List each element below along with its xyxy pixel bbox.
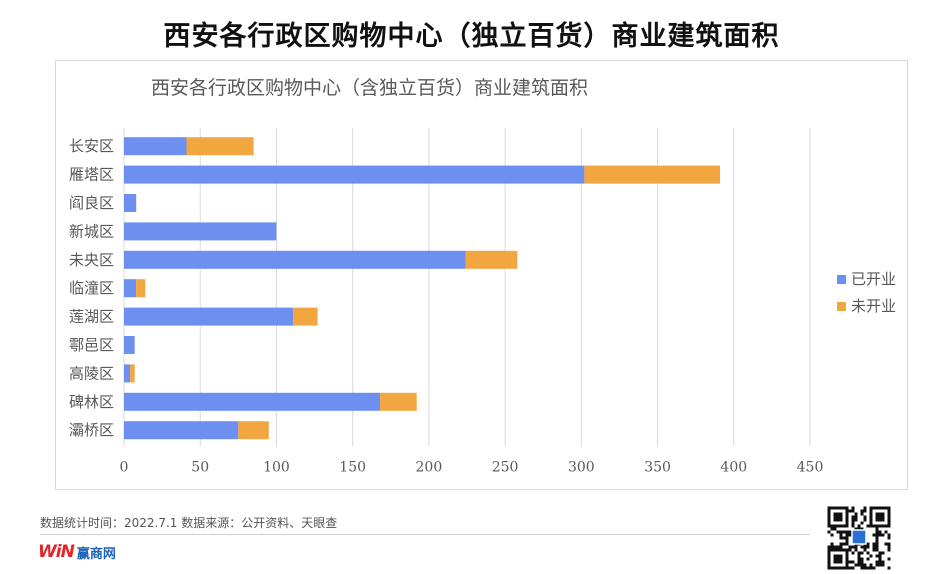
legend-label: 未开业 (851, 297, 896, 315)
bar-segment-opened (124, 137, 187, 156)
bar-segment-opened (124, 307, 294, 326)
bar-segment-opened (124, 279, 137, 298)
logo-text: 赢商网 (76, 546, 116, 562)
bar-segment-unopened (136, 279, 146, 298)
bar-segment-opened (124, 392, 381, 411)
legend-swatch (837, 275, 846, 284)
x-tick-label: 0 (120, 459, 129, 475)
x-tick-label: 400 (720, 459, 747, 475)
bar-segment-opened (124, 222, 277, 241)
bar-segment-unopened (186, 137, 254, 156)
y-tick-label: 阎良区 (69, 194, 114, 212)
x-tick-label: 100 (263, 459, 290, 475)
site-logo[interactable]: WiN 赢商网 (38, 542, 116, 562)
logo-mark: WiN (38, 542, 75, 562)
bar-segment-unopened (465, 250, 518, 269)
x-tick-label: 200 (416, 459, 443, 475)
x-tick-label: 150 (339, 459, 366, 475)
bar-segment-unopened (584, 165, 721, 184)
legend-label: 已开业 (851, 270, 896, 288)
x-tick-label: 450 (797, 459, 824, 475)
bar-segment-opened (124, 336, 135, 354)
x-tick-label: 250 (492, 459, 519, 475)
y-tick-label: 长安区 (69, 137, 114, 155)
x-tick-label: 350 (644, 459, 671, 475)
bar-segment-opened (124, 194, 137, 212)
bar-segment-unopened (293, 307, 318, 326)
y-tick-label: 鄠邑区 (69, 336, 114, 354)
y-tick-label: 高陵区 (69, 364, 114, 382)
y-tick-label: 临潼区 (69, 279, 114, 297)
chart-bars (124, 137, 721, 440)
chart-title: 西安各行政区购物中心（含独立百货）商业建筑面积 (151, 77, 588, 99)
bar-segment-unopened (380, 392, 417, 411)
x-axis-labels: 0 50 100 150 200 250 300 350 400 450 (120, 459, 824, 475)
bar-segment-opened (124, 364, 131, 383)
bar-segment-opened (124, 165, 585, 184)
y-tick-label: 雁塔区 (69, 166, 114, 184)
bar-chart: 西安各行政区购物中心（含独立百货）商业建筑面积 长安区雁塔区阎良区新城区未央区临… (69, 77, 896, 475)
y-tick-label: 新城区 (69, 222, 114, 240)
bar-segment-opened (124, 421, 239, 440)
footer-note: 数据统计时间：2022.7.1 数据来源：公开资料、天眼查 (40, 516, 338, 530)
chart-frame: 西安各行政区购物中心（含独立百货）商业建筑面积 长安区雁塔区阎良区新城区未央区临… (55, 60, 908, 490)
bar-segment-unopened (238, 421, 269, 440)
bar-segment-opened (124, 250, 466, 269)
qr-code-icon (826, 506, 892, 570)
bar-segment-unopened (130, 364, 135, 383)
page-title: 西安各行政区购物中心（独立百货）商业建筑面积 (163, 21, 780, 52)
legend-swatch (837, 302, 846, 311)
y-tick-label: 灞桥区 (69, 421, 114, 439)
x-tick-label: 50 (191, 459, 209, 475)
y-tick-label: 未央区 (69, 251, 114, 269)
x-tick-label: 300 (568, 459, 595, 475)
y-tick-label: 碑林区 (69, 393, 114, 411)
footer-divider (40, 534, 810, 535)
y-tick-label: 莲湖区 (69, 308, 114, 326)
